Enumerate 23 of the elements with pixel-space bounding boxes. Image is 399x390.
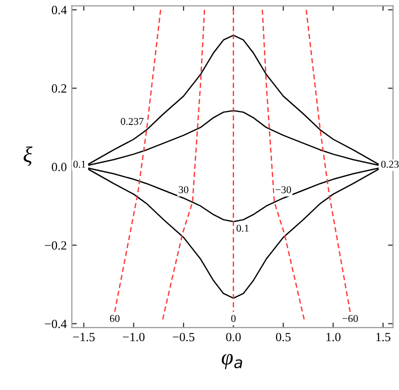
annotation: 30 <box>178 186 188 194</box>
annotation: 0.23 <box>381 160 399 168</box>
annotation: −60 <box>342 314 358 322</box>
y-tick-label: 0.4 <box>52 6 67 14</box>
annotation: 60 <box>110 314 120 322</box>
annotation: 0.1 <box>236 224 249 232</box>
x-tick-label: −1.0 <box>122 332 145 342</box>
x-tick-label: 1.0 <box>326 332 340 342</box>
annotation: 0.237 <box>120 118 144 125</box>
annotation: −30 <box>276 186 292 194</box>
x-axis-title: φ$_{a}$ <box>222 354 242 370</box>
y-tick-label: −0.4 <box>44 320 67 328</box>
y-tick-label: −0.2 <box>44 241 66 250</box>
y-axis-title: ξ <box>24 146 32 166</box>
x-tick-label: 0.5 <box>276 332 291 342</box>
x-tick-label: −0.5 <box>172 332 194 342</box>
x-tick-label: 0.0 <box>226 332 241 342</box>
x-tick-label: 1.5 <box>376 332 390 342</box>
x-tick-label: −1.5 <box>73 332 95 342</box>
y-tick-label: 0.2 <box>52 84 66 93</box>
annotation: 0.1 <box>73 160 86 168</box>
y-tick-label: 0.0 <box>52 162 66 172</box>
annotation: 0 <box>231 314 236 322</box>
